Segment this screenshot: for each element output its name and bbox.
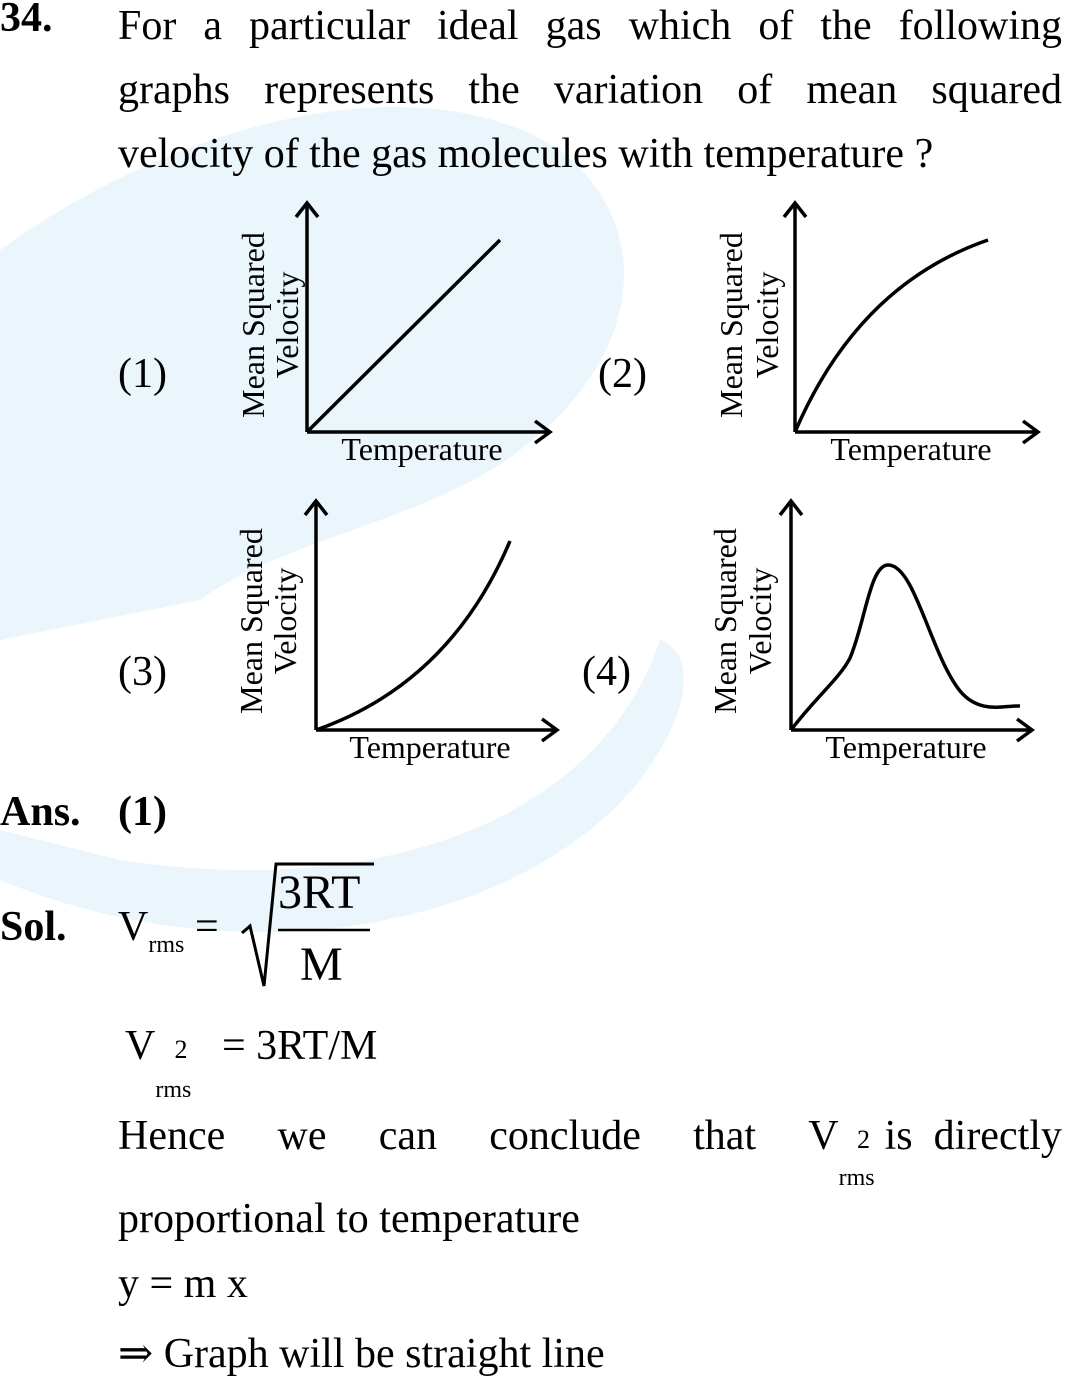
option-3-label: (3) <box>118 649 167 695</box>
vrms-squared: V 2 rms <box>125 1023 192 1103</box>
x-axis-label: Temperature <box>825 729 986 765</box>
sqrt-sign <box>241 862 374 987</box>
x-axis-label: Temperature <box>341 431 502 467</box>
conclusion-statement: ⇒ Graph will be straight line <box>118 1331 605 1377</box>
y-axis-label: Mean Squared <box>707 528 743 714</box>
y-axis-label: Velocity <box>749 272 785 379</box>
question-text: For a particular ideal gas which of the … <box>118 0 1062 186</box>
option-4-graph: Mean Squared Velocity Temperature <box>707 498 1035 765</box>
option-4-label: (4) <box>582 649 631 695</box>
graph-curve <box>315 540 512 732</box>
equation-rhs: = 3RT/M <box>222 1023 378 1069</box>
question-number: 34. <box>0 0 53 41</box>
fraction-numerator: 3RT <box>278 866 361 919</box>
vrms-squared-inline: V 2 rms is directly <box>808 1113 1062 1191</box>
y-axis-label: Mean Squared <box>235 232 271 418</box>
graph-curve <box>305 238 502 434</box>
equals-sign: = <box>195 904 219 950</box>
option-1-label: (1) <box>118 351 167 397</box>
x-axis-label: Temperature <box>830 431 991 467</box>
fraction-denominator: M <box>300 938 343 991</box>
word: we <box>277 1113 327 1159</box>
y-axis-label: Velocity <box>742 568 778 675</box>
solution-label: Sol. <box>0 904 67 950</box>
implies-icon: ⇒ <box>118 1331 154 1377</box>
y-axis-label: Velocity <box>267 568 303 675</box>
y-axis-label: Velocity <box>269 272 305 379</box>
option-1-graph: Mean Squared Velocity Temperature <box>235 200 553 467</box>
graph-curve <box>789 563 1021 732</box>
question-line: velocity of the gas molecules with tempe… <box>118 131 934 177</box>
linear-equation: y = m x <box>118 1261 248 1307</box>
question-line: For a particular ideal gas which of the … <box>118 3 1062 49</box>
conclusion-line: Hence we can conclude that V 2 rms is direc… <box>118 1112 1062 1191</box>
y-axis-label: Mean Squared <box>233 528 269 714</box>
proportional-text: proportional to temperature <box>118 1196 580 1242</box>
vrms-symbol: Vrms <box>118 904 185 958</box>
word: conclude <box>489 1113 641 1159</box>
answer-value: (1) <box>118 789 167 835</box>
option-3-graph: Mean Squared Velocity Temperature <box>233 498 560 765</box>
question-line: graphs represents the variation of mean … <box>118 67 1062 113</box>
option-2-label: (2) <box>598 351 647 397</box>
word: Hence <box>118 1113 226 1159</box>
graph-curve <box>793 238 989 433</box>
y-axis-label: Mean Squared <box>713 232 749 418</box>
x-axis-label: Temperature <box>349 729 510 765</box>
word: can <box>378 1113 438 1159</box>
option-2-graph: Mean Squared Velocity Temperature <box>713 200 1041 467</box>
word: that <box>693 1113 757 1159</box>
answer-label: Ans. <box>0 789 81 835</box>
